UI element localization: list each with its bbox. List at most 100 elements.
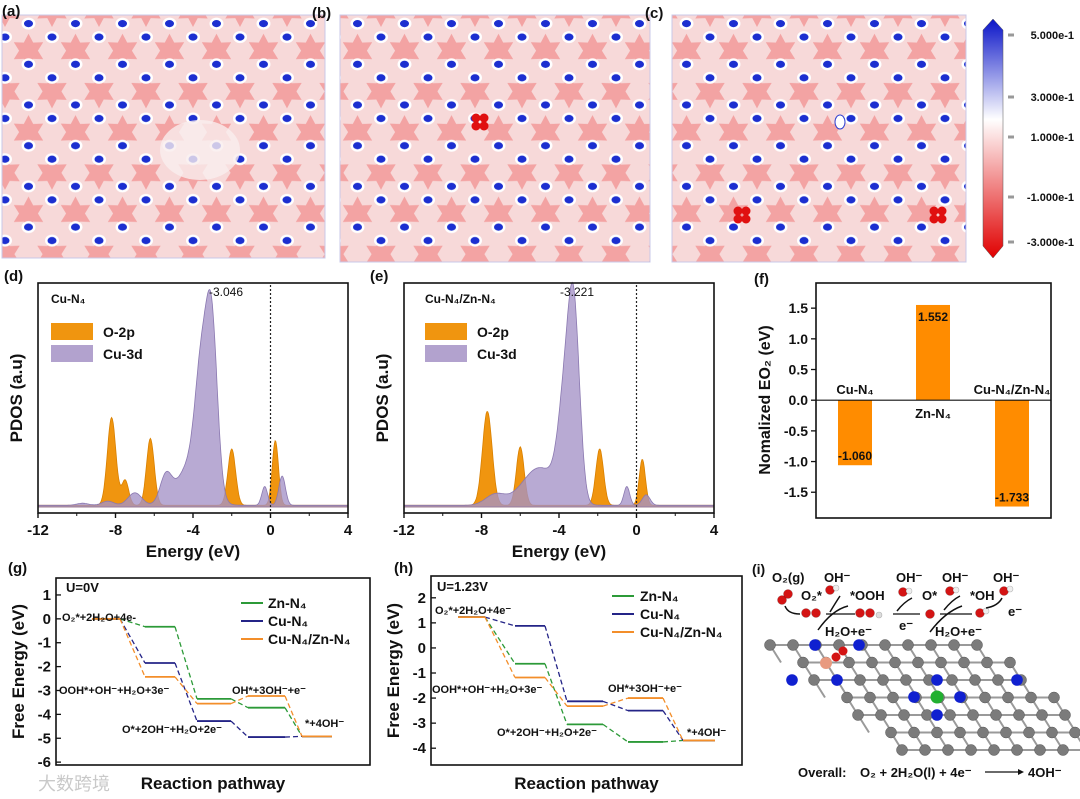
carbon-atom	[992, 674, 1004, 686]
colorbar-tick	[1008, 240, 1014, 244]
nitrogen-atom	[853, 639, 865, 651]
panel-label: (b)	[312, 5, 331, 22]
bar-value-label: 1.552	[918, 310, 948, 324]
carbon-atom	[969, 674, 981, 686]
o2-adsorbed-label: O₂*	[801, 588, 823, 603]
x-tick-label: -12	[393, 522, 415, 539]
energy-connector	[602, 697, 629, 707]
legend-label: Zn-N₄	[640, 588, 679, 604]
carbon-atom	[919, 744, 931, 756]
potential-label: U=1.23V	[437, 579, 488, 594]
oxygen-atom	[801, 608, 811, 618]
y-tick-label: 0	[418, 640, 426, 657]
energy-connector	[174, 662, 198, 722]
colorbar: 5.000e-1 3.000e-1 1.000e-1 -1.000e-1 -3.000e…	[982, 18, 1074, 259]
energy-connector	[602, 723, 629, 743]
map-panel-b: (b)	[312, 5, 651, 263]
hydroxide-label: OH⁻	[896, 570, 923, 585]
energy-connector	[174, 626, 198, 700]
carbon-atom	[942, 744, 954, 756]
charge-density-map	[1, 14, 326, 259]
defect-atom	[937, 214, 947, 224]
hydroxide-label: OH⁻	[942, 570, 969, 585]
carbon-atom	[931, 726, 943, 739]
hydrogen-atom	[952, 586, 960, 594]
colorbar-tick-label: -1.000e-1	[1027, 192, 1074, 204]
electron-label: e⁻	[1008, 604, 1022, 619]
carbon-atom	[1046, 726, 1058, 739]
energy-connector	[174, 676, 198, 705]
bar-category-label: Cu-N₄/Zn-N₄	[974, 382, 1051, 397]
step-label: OH*+3OH⁻+e⁻	[608, 683, 682, 695]
carbon-atom	[1048, 691, 1060, 704]
y-tick-label: 1.0	[789, 331, 809, 347]
carbon-atom	[979, 691, 991, 704]
carbon-atom	[1069, 726, 1080, 739]
colorbar-tick-label: -3.000e-1	[1027, 237, 1074, 249]
hydroxide-label: OH⁻	[993, 570, 1020, 585]
energy-connector	[284, 707, 303, 737]
y-axis-label: Nomalized EO₂ (eV)	[757, 325, 774, 474]
carbon-atom	[1013, 709, 1025, 721]
x-axis-label: Reaction pathway	[514, 774, 659, 793]
colorbar-gradient	[982, 18, 1004, 259]
colorbar-tick	[1008, 95, 1014, 99]
legend-label: Cu-N₄/Zn-N₄	[268, 631, 351, 647]
carbon-atom	[1000, 726, 1012, 739]
defect-atom	[929, 214, 939, 224]
legend-label: O-2p	[477, 324, 509, 340]
colorbar-tick	[1008, 135, 1014, 139]
arrow-head	[1018, 769, 1024, 775]
carbon-atom	[971, 639, 983, 651]
carbon-atom	[912, 656, 924, 669]
hydrogen-atom	[832, 584, 840, 592]
free-energy-chart-g: 1 0 -1 -2 -3 -4 -5 -6 Free Energy (eV) Reaction p…	[8, 560, 371, 793]
nitrogen-atom	[831, 674, 843, 686]
carbon-atom	[1025, 691, 1037, 704]
potential-label: U=0V	[66, 580, 99, 595]
carbon-atom	[879, 639, 891, 651]
carbon-atom	[935, 656, 947, 669]
oxygen-atom	[865, 608, 875, 618]
energy-connector	[544, 677, 568, 707]
watermark: 大数跨境	[38, 774, 110, 794]
defect-atom	[733, 206, 743, 216]
carbon-atom	[841, 691, 853, 704]
y-axis-label: PDOS (a.u)	[373, 354, 392, 443]
step-label: O₂*+2H₂O+4e⁻	[435, 605, 511, 617]
bar-category-label: Zn-N₄	[915, 406, 951, 421]
y-axis-label: PDOS (a.u)	[7, 354, 26, 443]
bar-chart-f: -1.060 Cu-N₄ 1.552 Zn-N₄ -1.733 Cu-N₄/Zn-N₄ 1.…	[754, 271, 1052, 519]
oxygen-atom	[855, 608, 865, 618]
x-axis-label: Reaction pathway	[141, 774, 286, 793]
carbon-atom	[877, 674, 889, 686]
legend-swatch	[51, 345, 93, 362]
carbon-atom	[898, 709, 910, 721]
carbon-atom	[1011, 744, 1023, 756]
x-tick-label: -8	[475, 522, 488, 539]
panel-label: (g)	[8, 560, 27, 577]
overall-product: 4OH⁻	[1028, 765, 1062, 780]
colorbar-tick	[1008, 195, 1014, 199]
oxygen-atom	[783, 589, 793, 599]
x-axis-label: Energy (eV)	[512, 542, 606, 561]
defect-atom	[937, 206, 947, 216]
energy-connector	[284, 735, 303, 738]
x-tick-label: 0	[266, 522, 274, 539]
defect-atom	[929, 206, 939, 216]
pdos-area-cu-3d	[403, 281, 715, 508]
nitrogen-atom	[954, 691, 966, 703]
carbon-atom	[885, 726, 897, 739]
legend-label: O-2p	[103, 324, 135, 340]
nitrogen-atom	[931, 709, 943, 721]
chart-title: Cu-N₄	[51, 292, 86, 306]
legend-label: Zn-N₄	[268, 595, 307, 611]
peak-label: -3.221	[560, 285, 594, 299]
carbon-atom	[921, 709, 933, 721]
carbon-atom	[887, 691, 899, 704]
carbon-atom	[852, 709, 864, 721]
hydrogen-atom	[1006, 585, 1014, 593]
o2-gas-label: O₂(g)	[772, 570, 805, 585]
